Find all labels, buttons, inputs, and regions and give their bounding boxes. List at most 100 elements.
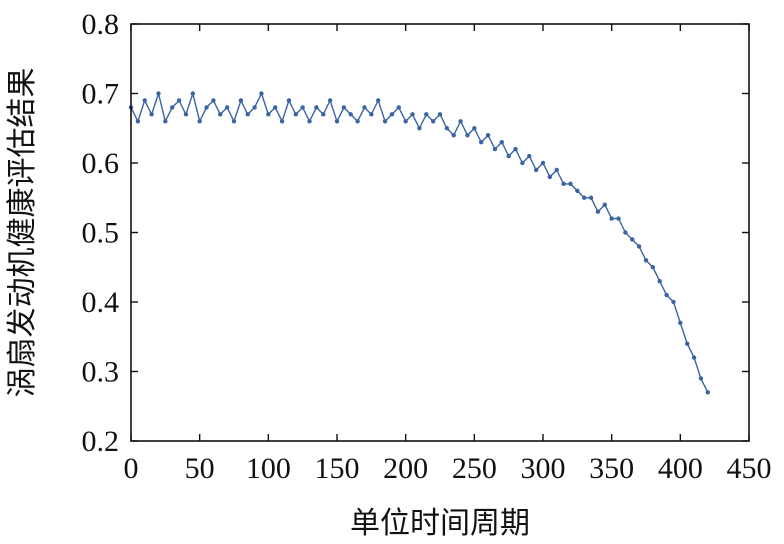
x-tick-label: 450 (727, 452, 772, 485)
data-point (520, 160, 525, 166)
data-point (588, 195, 594, 200)
data-point (540, 160, 546, 166)
data-point (513, 146, 518, 152)
data-point (190, 91, 195, 96)
plot-frame (130, 23, 750, 442)
data-point (533, 167, 539, 173)
data-point (135, 119, 141, 124)
data-point (252, 105, 257, 110)
data-point (334, 119, 340, 124)
y-tick-label: 0.4 (82, 286, 120, 319)
x-tick-label: 200 (383, 452, 428, 485)
x-tick-label: 250 (452, 452, 497, 485)
data-point (595, 209, 601, 214)
data-point (492, 146, 498, 152)
data-point (575, 188, 580, 193)
data-point (389, 112, 395, 117)
data-point (643, 258, 649, 263)
data-point (664, 292, 669, 298)
data-point (293, 112, 298, 117)
data-point (698, 376, 704, 381)
data-point (149, 112, 154, 117)
data-point (479, 139, 484, 145)
data-point (266, 112, 271, 117)
x-tick-label: 400 (658, 452, 703, 485)
data-point (355, 119, 360, 124)
data-point (650, 265, 656, 270)
data-point (307, 119, 312, 124)
data-point (485, 133, 491, 138)
data-point (616, 216, 621, 221)
y-tick-label: 0.5 (82, 217, 120, 250)
data-point (218, 112, 223, 117)
x-tick-label: 300 (521, 452, 566, 485)
data-point (685, 341, 690, 346)
data-point (430, 119, 436, 124)
data-point (245, 112, 250, 117)
data-point (437, 112, 443, 117)
data-point (156, 91, 161, 96)
data-point (410, 112, 415, 117)
data-point (376, 98, 381, 103)
data-point (211, 98, 216, 103)
data-point (705, 390, 710, 395)
data-point (403, 119, 408, 124)
data-point (176, 98, 182, 103)
data-point (609, 216, 614, 221)
data-point (678, 320, 683, 326)
data-point (238, 98, 244, 103)
y-tick-label: 0.6 (82, 147, 120, 180)
data-point (273, 105, 278, 110)
y-tick-label: 0.8 (82, 8, 120, 41)
series-layer (128, 91, 710, 395)
data-point (561, 181, 566, 187)
y-axis-label: 涡扇发动机健康评估结果 (5, 68, 40, 398)
y-tick-label: 0.7 (82, 78, 120, 111)
data-point (602, 202, 607, 207)
data-point (142, 98, 147, 103)
data-point (499, 139, 504, 145)
x-axis-ticks: 0 50 100 150 200 250 300 350 400 450 (124, 24, 772, 485)
data-point (204, 105, 209, 110)
data-point (458, 119, 463, 124)
data-point (163, 119, 168, 124)
x-tick-label: 150 (315, 452, 360, 485)
data-point (527, 153, 532, 159)
data-point (314, 105, 319, 110)
data-point (183, 112, 189, 117)
y-tick-label: 0.2 (82, 425, 120, 458)
data-point (506, 153, 511, 159)
series-line (130, 92, 709, 393)
data-point (424, 112, 429, 117)
y-tick-label: 0.3 (82, 356, 120, 389)
data-point (582, 195, 587, 200)
data-point (321, 112, 326, 117)
data-point (369, 112, 374, 117)
data-point (279, 119, 285, 124)
data-point (382, 119, 388, 124)
data-point (465, 133, 470, 138)
data-point (300, 105, 305, 110)
data-point (231, 119, 237, 124)
data-point (636, 244, 642, 249)
data-point (224, 105, 230, 110)
y-axis-ticks: 0.2 0.3 0.4 0.5 0.6 0.7 0.8 (82, 8, 749, 458)
data-point (547, 174, 553, 180)
data-point (396, 105, 401, 110)
x-tick-label: 100 (246, 452, 291, 485)
data-point (348, 112, 353, 117)
x-tick-label: 50 (185, 452, 215, 485)
data-point (623, 230, 628, 235)
data-point (691, 355, 697, 360)
data-point (671, 299, 676, 305)
data-point (259, 91, 264, 96)
data-point (630, 237, 635, 242)
data-point (444, 126, 450, 131)
data-point (657, 278, 662, 284)
data-point (554, 167, 559, 173)
data-point (327, 98, 333, 103)
data-point (197, 119, 202, 124)
data-point (568, 181, 573, 187)
